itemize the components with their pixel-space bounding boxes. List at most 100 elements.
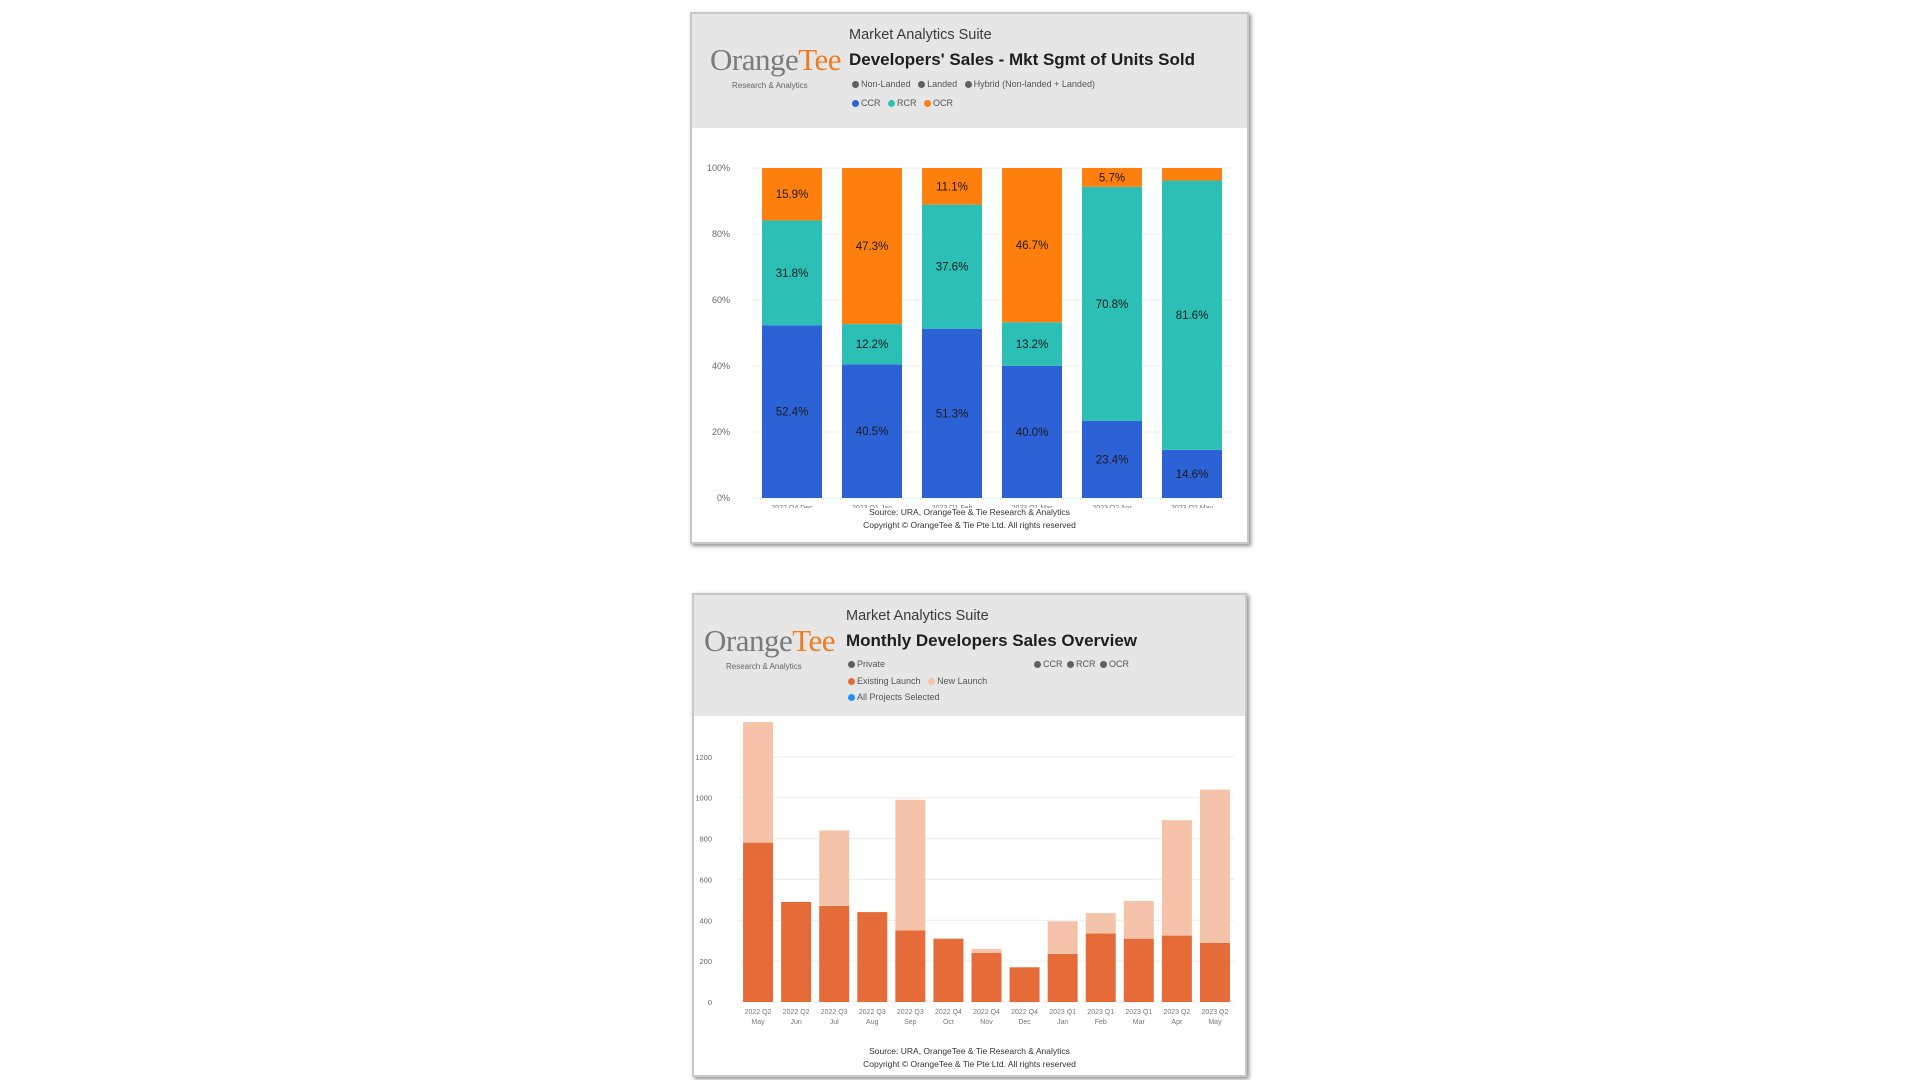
bar-segment-new-launch xyxy=(971,948,1002,953)
bar-segment-rcr xyxy=(922,204,982,329)
legend-region[interactable]: CCR RCR OCR xyxy=(1034,659,1134,669)
data-label: 40.5% xyxy=(856,426,889,438)
orangetee-logo: OrangeTee Research & Analytics xyxy=(704,623,836,671)
bar-segment-existing-launch xyxy=(1161,935,1192,1002)
bar-segment-ccr xyxy=(922,328,982,498)
data-label: 70.8% xyxy=(1096,299,1129,311)
legend-private[interactable]: Private xyxy=(848,659,890,669)
x-tick-label: 2023 Q1 Jan xyxy=(852,505,892,508)
bar-segment-rcr xyxy=(842,324,902,365)
bar-segment-new-launch xyxy=(1161,820,1192,936)
legend-type[interactable]: Non-Landed Landed Hybrid (Non-landed + L… xyxy=(852,79,1100,89)
y-tick-label: 60% xyxy=(712,295,730,305)
bar-segment-existing-launch xyxy=(819,905,850,1002)
monthly-sales-chart-panel: OrangeTee Research & Analytics Market An… xyxy=(692,593,1247,1077)
bar-segment-rcr xyxy=(762,220,822,326)
bar-segment-ccr xyxy=(842,364,902,498)
bar-segment-rcr xyxy=(1082,186,1142,421)
y-tick-label: 0% xyxy=(717,493,730,503)
x-tick-label: 2023 Q1 Feb xyxy=(932,505,973,508)
legend-ocr-dot xyxy=(1100,660,1108,668)
y-tick-label: 1000 xyxy=(695,794,712,803)
data-label: 37.6% xyxy=(936,262,969,274)
legend-all-projects-dot xyxy=(848,693,855,701)
suite-name: Market Analytics Suite xyxy=(846,608,989,624)
bar-segment-new-launch xyxy=(1085,913,1116,934)
legend-ocr-dot xyxy=(924,99,932,107)
bar-segment-new-launch xyxy=(743,722,774,843)
x-tick-label-quarter: 2022 Q3 xyxy=(897,1009,924,1016)
bar-segment-existing-launch xyxy=(1085,933,1116,1002)
x-tick-label-quarter: 2022 Q3 xyxy=(859,1009,886,1016)
legend-existing-launch-dot xyxy=(848,677,855,685)
legend-launch[interactable]: Existing Launch New Launch xyxy=(848,676,992,686)
legend-landed-dot xyxy=(918,80,926,88)
x-tick-label-month: May xyxy=(1208,1019,1222,1026)
x-tick-label-quarter: 2023 Q1 xyxy=(1087,1009,1114,1016)
y-tick-label: 600 xyxy=(699,875,712,884)
stacked-percent-bar-chart[interactable]: 0% 20% 40% 60% 80% 100% 52.4% 31.8% 15.9% 2022 Q4… xyxy=(692,128,1247,508)
legend-segment[interactable]: CCR RCR OCR xyxy=(852,98,958,108)
bar-segment-existing-launch xyxy=(933,938,964,1002)
data-label: 5.7% xyxy=(1099,172,1125,184)
data-label: 40.0% xyxy=(1016,427,1049,439)
x-tick-label-month: May xyxy=(751,1019,765,1026)
panel-header: OrangeTee Research & Analytics Market An… xyxy=(694,595,1245,716)
data-label: 14.6% xyxy=(1176,469,1209,481)
bar-segment-existing-launch xyxy=(743,842,774,1002)
x-tick-label-quarter: 2022 Q4 xyxy=(935,1009,962,1016)
bar-segment-new-launch xyxy=(895,799,926,931)
legend-ccr-dot xyxy=(852,99,859,107)
bar-segment-new-launch xyxy=(1047,921,1078,954)
bar-segment-ccr xyxy=(762,325,822,498)
orangetee-logo: OrangeTee Research & Analytics xyxy=(710,42,842,90)
bar-segment-existing-launch xyxy=(857,912,888,1002)
monthly-stacked-bar-chart[interactable]: 0 200 400 600 800 1000 1200 2022 Q2 May 2022 Q2 Ju… xyxy=(694,716,1245,1031)
panel-header: OrangeTee Research & Analytics Market An… xyxy=(692,14,1247,128)
legend-new-launch-dot xyxy=(928,677,936,685)
bar-segment-existing-launch xyxy=(781,901,812,1002)
data-label: 23.4% xyxy=(1096,454,1129,466)
bar-segment-new-launch xyxy=(1199,789,1230,943)
y-tick-label: 20% xyxy=(712,427,730,437)
x-tick-label-quarter: 2022 Q3 xyxy=(821,1009,848,1016)
x-tick-label-month: Feb xyxy=(1095,1019,1107,1026)
bar-segment-new-launch xyxy=(1123,900,1154,939)
y-tick-label: 100% xyxy=(707,163,730,173)
x-tick-label-month: Sep xyxy=(904,1019,917,1026)
x-tick-label-quarter: 2023 Q2 xyxy=(1202,1009,1229,1016)
bar-segment-ocr xyxy=(762,168,822,221)
legend-non-landed-dot xyxy=(852,80,859,88)
legend-private-dot xyxy=(848,660,855,668)
data-label: 31.8% xyxy=(776,268,809,280)
bar-segment-rcr xyxy=(1162,180,1222,450)
x-tick-label-quarter: 2023 Q2 xyxy=(1163,1009,1190,1016)
data-label: 52.4% xyxy=(776,407,809,419)
bar-segment-existing-launch xyxy=(1199,942,1230,1002)
bar-segment-rcr xyxy=(1002,322,1062,366)
bar-segment-existing-launch xyxy=(1009,967,1040,1002)
legend-all-projects[interactable]: All Projects Selected xyxy=(848,692,945,702)
x-tick-label-quarter: 2023 Q1 xyxy=(1049,1009,1076,1016)
data-label: 11.1% xyxy=(936,181,968,193)
y-tick-label: 80% xyxy=(712,229,730,239)
x-tick-label: 2022 Q4 Dec xyxy=(771,505,813,508)
x-tick-label-quarter: 2022 Q2 xyxy=(745,1009,772,1016)
x-tick-label-month: Mar xyxy=(1133,1019,1146,1026)
x-tick-label-quarter: 2023 Q1 xyxy=(1125,1009,1152,1016)
x-tick-label-month: Oct xyxy=(943,1019,954,1026)
bar-segment-ccr xyxy=(1082,420,1142,498)
y-tick-label: 40% xyxy=(712,361,730,371)
bar-segment-ocr xyxy=(922,168,982,205)
x-tick-label-month: Jul xyxy=(830,1019,839,1026)
x-tick-label-month: Jun xyxy=(790,1019,801,1026)
x-tick-label-month: Nov xyxy=(980,1019,993,1026)
x-tick-label: 2023 Q2 Apr xyxy=(1092,505,1132,508)
y-tick-label: 800 xyxy=(699,835,712,844)
data-label: 15.9% xyxy=(776,189,809,201)
x-tick-label-month: Dec xyxy=(1018,1019,1031,1026)
bar-segment-ocr xyxy=(1162,168,1222,181)
x-tick-label-quarter: 2022 Q4 xyxy=(1011,1009,1038,1016)
x-tick-label-quarter: 2022 Q4 xyxy=(973,1009,1000,1016)
y-tick-label: 1200 xyxy=(695,753,712,762)
